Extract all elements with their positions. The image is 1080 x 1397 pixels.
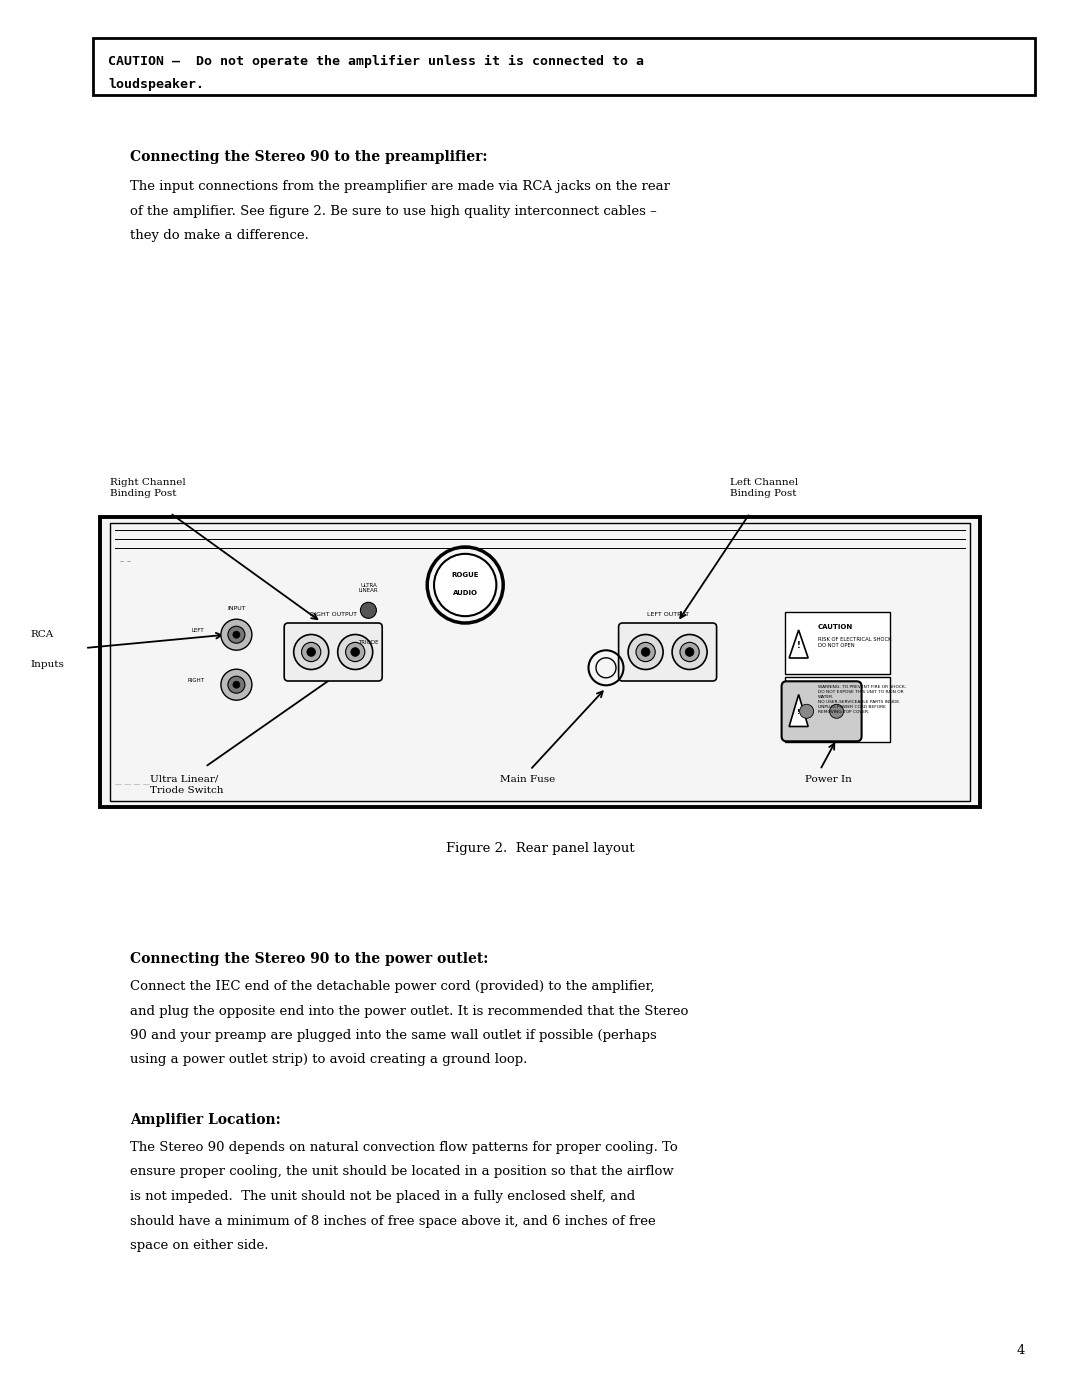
Text: WARNING: TO PREVENT FIRE OR SHOCK,
DO NOT EXPOSE THIS UNIT TO RAIN OR
WATER.
NO : WARNING: TO PREVENT FIRE OR SHOCK, DO NO… [818,685,906,714]
Text: Amplifier Location:: Amplifier Location: [130,1113,281,1127]
Circle shape [799,704,813,718]
Text: ULTRA
LINEAR: ULTRA LINEAR [359,583,378,594]
FancyBboxPatch shape [782,682,862,742]
Text: Figure 2.  Rear panel layout: Figure 2. Rear panel layout [446,842,634,855]
Text: RCA: RCA [30,630,53,638]
Text: Connecting the Stereo 90 to the power outlet:: Connecting the Stereo 90 to the power ou… [130,951,488,965]
Text: Inputs: Inputs [30,659,64,669]
Circle shape [228,626,245,643]
Text: !: ! [797,640,800,650]
Text: CAUTION: CAUTION [818,624,853,630]
Text: Main Fuse: Main Fuse [500,775,555,784]
Text: 4: 4 [1016,1344,1025,1356]
Circle shape [228,676,245,693]
Circle shape [346,643,365,662]
Text: should have a minimum of 8 inches of free space above it, and 6 inches of free: should have a minimum of 8 inches of fre… [130,1214,656,1228]
Polygon shape [789,630,808,658]
Text: — — — —: — — — — [114,781,150,787]
Text: Connect the IEC end of the detachable power cord (provided) to the amplifier,: Connect the IEC end of the detachable po… [130,981,654,993]
FancyBboxPatch shape [284,623,382,680]
Circle shape [338,634,373,669]
Text: Ultra Linear/
Triode Switch: Ultra Linear/ Triode Switch [150,775,224,795]
Text: TRIODE: TRIODE [359,640,379,645]
Text: Left Channel
Binding Post: Left Channel Binding Post [730,478,798,499]
Text: RIGHT OUTPUT: RIGHT OUTPUT [310,612,356,617]
Text: is not impeded.  The unit should not be placed in a fully enclosed shelf, and: is not impeded. The unit should not be p… [130,1190,635,1203]
Circle shape [636,643,656,662]
Text: Power In: Power In [805,775,852,784]
Circle shape [221,619,252,650]
Text: they do make a difference.: they do make a difference. [130,229,309,242]
Circle shape [685,648,694,657]
Circle shape [307,648,315,657]
Text: RIGHT: RIGHT [188,678,204,683]
FancyBboxPatch shape [619,623,717,680]
Circle shape [642,648,650,657]
Circle shape [294,634,328,669]
Text: loudspeaker.: loudspeaker. [108,78,204,91]
Circle shape [680,643,699,662]
Text: Right Channel
Binding Post: Right Channel Binding Post [110,478,186,499]
Text: space on either side.: space on either side. [130,1239,269,1252]
Text: The Stereo 90 depends on natural convection flow patterns for proper cooling. To: The Stereo 90 depends on natural convect… [130,1141,678,1154]
Text: LEFT: LEFT [192,629,204,633]
Bar [93,38,1035,95]
Text: 90 and your preamp are plugged into the same wall outlet if possible (perhaps: 90 and your preamp are plugged into the … [130,1030,657,1042]
Circle shape [351,648,360,657]
Circle shape [434,553,497,616]
Bar [785,678,890,742]
Circle shape [361,602,377,619]
Text: INPUT: INPUT [227,606,246,610]
Text: RISK OF ELECTRICAL SHOCK
DO NOT OPEN: RISK OF ELECTRICAL SHOCK DO NOT OPEN [818,637,891,648]
Circle shape [301,643,321,662]
Bar [100,517,980,807]
Text: The input connections from the preamplifier are made via RCA jacks on the rear: The input connections from the preamplif… [130,180,670,193]
Bar [110,522,970,800]
Text: and plug the opposite end into the power outlet. It is recommended that the Ster: and plug the opposite end into the power… [130,1004,688,1017]
Text: LEFT OUTPUT: LEFT OUTPUT [647,612,689,617]
Circle shape [233,631,240,638]
Text: ensure proper cooling, the unit should be located in a position so that the airf: ensure proper cooling, the unit should b… [130,1165,674,1179]
Circle shape [221,669,252,700]
Text: !: ! [797,708,800,714]
Circle shape [672,634,707,669]
Circle shape [829,704,843,718]
Bar [785,612,890,673]
Text: ROGUE: ROGUE [451,571,478,578]
Text: – –: – – [120,557,131,567]
Polygon shape [789,694,808,726]
Text: of the amplifier. See figure 2. Be sure to use high quality interconnect cables : of the amplifier. See figure 2. Be sure … [130,204,657,218]
Circle shape [233,682,240,689]
Text: using a power outlet strip) to avoid creating a ground loop.: using a power outlet strip) to avoid cre… [130,1053,527,1066]
Text: CAUTION –  Do not operate the amplifier unless it is connected to a: CAUTION – Do not operate the amplifier u… [108,54,644,68]
Circle shape [629,634,663,669]
Text: AUDIO: AUDIO [453,590,477,597]
Text: Connecting the Stereo 90 to the preamplifier:: Connecting the Stereo 90 to the preampli… [130,149,487,163]
